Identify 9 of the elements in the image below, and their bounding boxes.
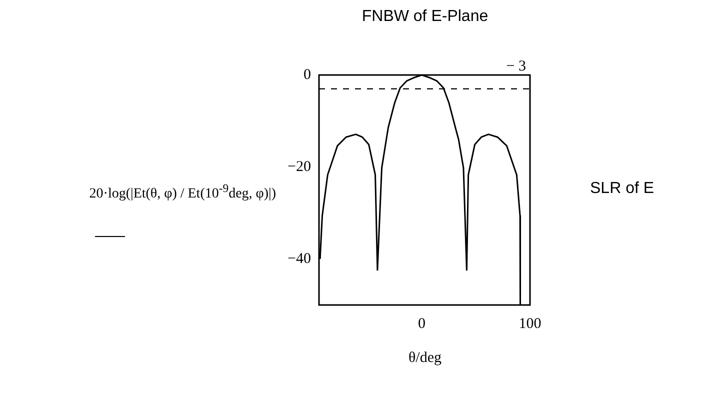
y-tick-label: 0: [304, 66, 311, 83]
chart-title: FNBW of E-Plane: [360, 8, 490, 26]
text: SLR of E: [590, 180, 654, 198]
ref-line-label: − 3: [506, 58, 526, 74]
x-tick-label: 100: [518, 316, 542, 332]
x-axis-title: θ/deg: [407, 350, 442, 367]
y-tick-label: −20: [288, 158, 311, 175]
y-tick-label: −40: [288, 250, 311, 267]
y-axis-title: 20·log(|Et(θ, φ) / Et(10$^{-9}$deg, φ)|): [89, 182, 276, 203]
